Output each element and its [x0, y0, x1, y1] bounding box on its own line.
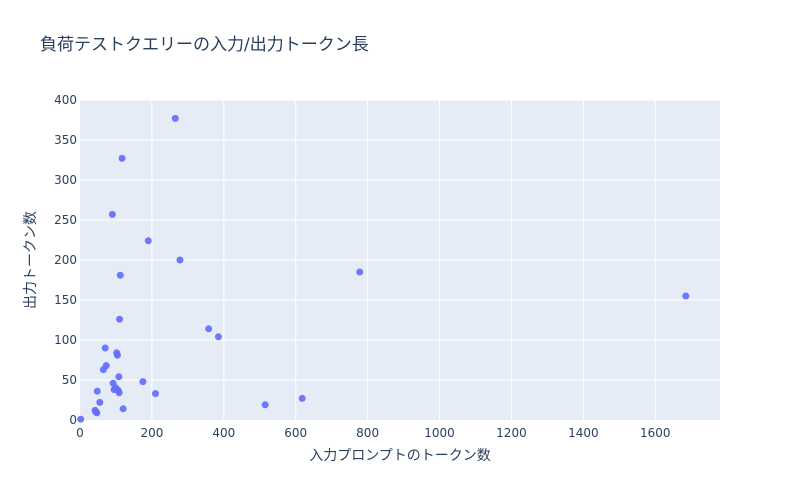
data-point: [118, 154, 126, 162]
data-point: [298, 394, 306, 402]
x-tick-label: 0: [76, 426, 84, 440]
x-tick-label: 1600: [640, 426, 671, 440]
data-point: [77, 415, 85, 423]
data-point: [115, 389, 123, 397]
y-tick-label: 150: [54, 293, 77, 307]
data-point: [205, 325, 213, 333]
x-axis-title: 入力プロンプトのトークン数: [309, 448, 491, 464]
data-point: [139, 378, 147, 386]
x-tick-label: 400: [212, 426, 235, 440]
data-point: [144, 237, 152, 245]
data-point: [682, 292, 690, 300]
data-point: [356, 268, 364, 276]
data-point: [93, 387, 101, 395]
x-tick-label: 800: [356, 426, 379, 440]
y-tick-label: 350: [54, 133, 77, 147]
y-axis-title: 出力トークン数: [23, 211, 39, 309]
y-tick-label: 200: [54, 253, 77, 267]
y-tick-label: 50: [62, 373, 77, 387]
data-point: [116, 315, 124, 323]
grid-lines: [80, 99, 720, 420]
y-axis-ticks: 0 50 100 150 200 250 300 350 400: [54, 93, 77, 427]
data-point: [152, 390, 160, 398]
data-point: [116, 271, 124, 279]
data-point: [101, 344, 109, 352]
y-tick-label: 100: [54, 333, 77, 347]
x-tick-label: 1400: [568, 426, 599, 440]
y-tick-label: 400: [54, 93, 77, 107]
x-axis-ticks: 0 200 400 600 800 1000 1200 1400 1600: [76, 426, 670, 440]
data-point: [108, 210, 116, 218]
x-tick-label: 600: [284, 426, 307, 440]
y-tick-label: 300: [54, 173, 77, 187]
y-tick-label: 0: [69, 413, 77, 427]
data-point: [119, 405, 127, 413]
data-point: [261, 401, 269, 409]
x-tick-label: 200: [140, 426, 163, 440]
data-points: [77, 114, 690, 423]
data-point: [102, 362, 110, 370]
data-point: [176, 256, 184, 264]
data-point: [115, 373, 123, 381]
data-point: [96, 398, 104, 406]
y-tick-label: 250: [54, 213, 77, 227]
data-point: [113, 351, 121, 359]
data-point: [93, 409, 101, 417]
x-tick-label: 1200: [496, 426, 527, 440]
data-point: [214, 333, 222, 341]
chart-title: 負荷テストクエリーの入力/出力トークン長: [40, 35, 369, 55]
data-point: [171, 114, 179, 122]
x-tick-label: 1000: [424, 426, 455, 440]
